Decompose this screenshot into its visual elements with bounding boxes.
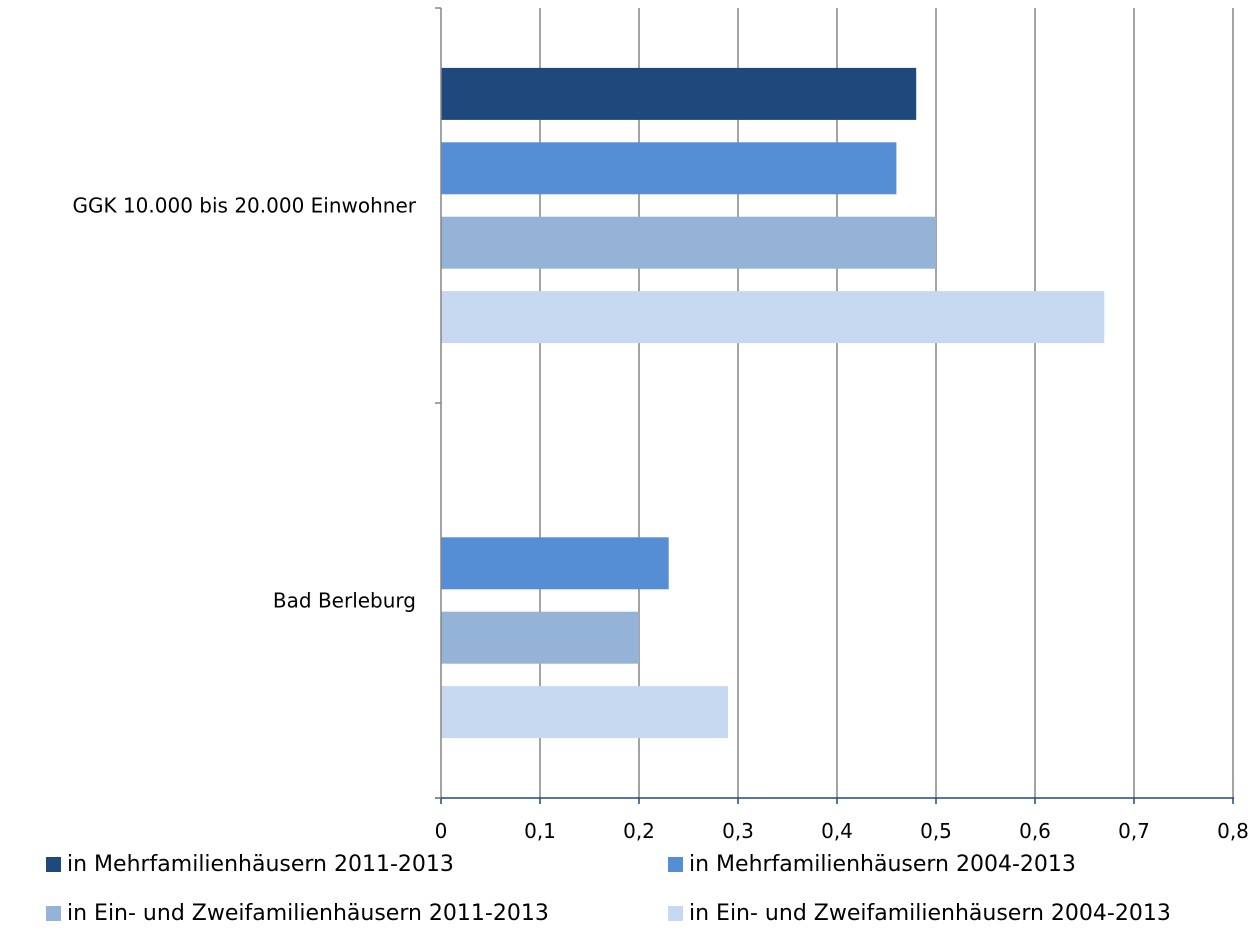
legend-label: in Ein- und Zweifamilienhäusern 2004-201…	[689, 901, 1171, 926]
bar	[441, 67, 917, 120]
legend-label: in Mehrfamilienhäusern 2011-2013	[67, 852, 454, 877]
legend-item: in Ein- und Zweifamilienhäusern 2011-201…	[46, 901, 549, 926]
legend-item: in Mehrfamilienhäusern 2011-2013	[46, 852, 454, 877]
legend-label: in Ein- und Zweifamilienhäusern 2011-201…	[67, 901, 549, 926]
bar	[441, 291, 1105, 344]
x-tick-label: 0,8	[1217, 819, 1249, 843]
x-tick-label: 0,5	[920, 819, 952, 843]
axes	[435, 7, 1234, 804]
legend-swatch	[668, 857, 683, 872]
legend-swatch	[668, 906, 683, 921]
legend-swatch	[46, 857, 61, 872]
legend-swatch	[46, 906, 61, 921]
bar	[441, 686, 729, 739]
bar	[441, 611, 639, 664]
category-label: Bad Berleburg	[273, 589, 416, 613]
bar	[441, 537, 669, 590]
x-tick-label: 0,7	[1118, 819, 1150, 843]
legend-label: in Mehrfamilienhäusern 2004-2013	[689, 852, 1076, 877]
legend-item: in Ein- und Zweifamilienhäusern 2004-201…	[668, 901, 1171, 926]
category-labels: GGK 10.000 bis 20.000 Einwohner Bad Berle…	[72, 194, 416, 613]
legend: in Mehrfamilienhäusern 2011-2013 in Mehrf…	[46, 852, 1171, 926]
gridlines	[539, 8, 1234, 798]
bars	[441, 67, 1105, 739]
bar	[441, 142, 897, 195]
x-tick-label: 0,1	[524, 819, 556, 843]
x-tick-label: 0,2	[623, 819, 655, 843]
legend-item: in Mehrfamilienhäusern 2004-2013	[668, 852, 1076, 877]
x-tick-labels: 0 0,1 0,2 0,3 0,4 0,5 0,6 0,7 0,8	[435, 819, 1249, 843]
category-label: GGK 10.000 bis 20.000 Einwohner	[72, 194, 416, 218]
x-tick-label: 0	[435, 819, 448, 843]
x-tick-label: 0,4	[821, 819, 853, 843]
x-tick-label: 0,3	[722, 819, 754, 843]
x-tick-label: 0,6	[1019, 819, 1051, 843]
bar	[441, 216, 936, 269]
